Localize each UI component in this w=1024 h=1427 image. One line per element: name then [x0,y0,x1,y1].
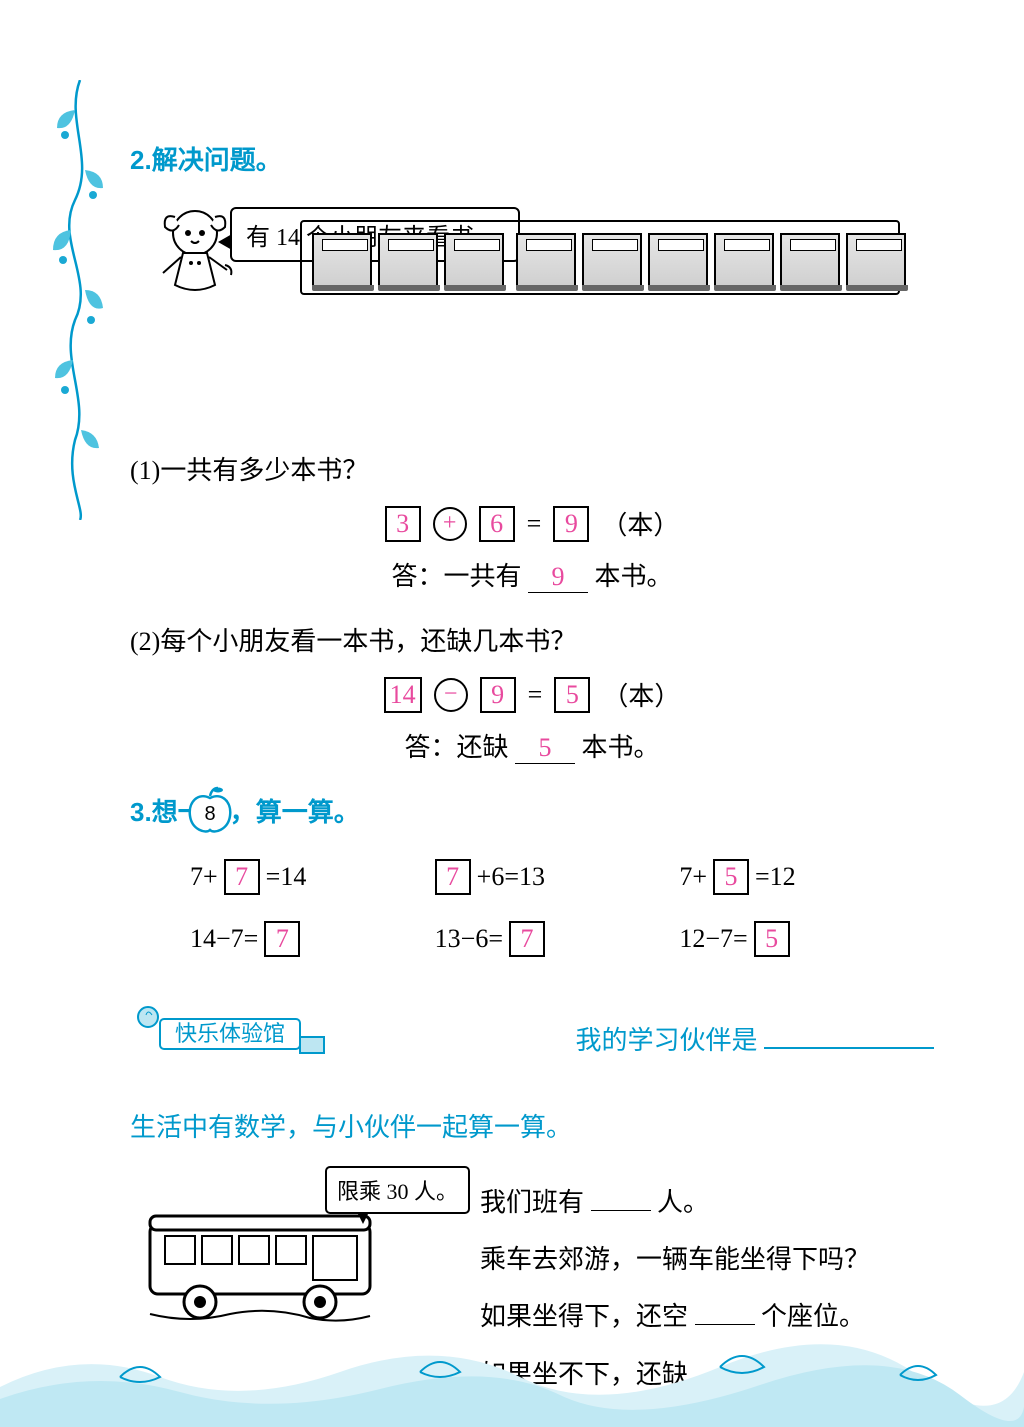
partner-blank[interactable] [764,1047,934,1049]
book [846,233,906,287]
section-3-title: 想一想，算一算。 [152,798,360,827]
book [378,233,438,287]
eq-box[interactable]: 5 [754,921,790,957]
eq-cell: 7 +6=13 [435,859,630,895]
eq-box[interactable]: 7 [509,921,545,957]
q2-operand-b[interactable]: 9 [480,677,516,713]
eq-cell: 7+ 7 =14 [190,859,385,895]
book [444,233,504,287]
q1-result[interactable]: 9 [553,506,589,542]
eq-cell: 12−7= 5 [679,921,874,957]
eq-text: 7+ [679,862,707,892]
q1-answer-line: 答：一共有 9 本书。 [130,556,934,593]
eq-text: +6=13 [477,862,545,892]
eq-cell: 7+ 5 =12 [679,859,874,895]
life-q1: 我们班有 人。 [480,1174,934,1231]
book-group-left [312,233,504,287]
eq-box[interactable]: 5 [713,859,749,895]
section-3-grid: 7+ 7 =14 7 +6=13 7+ 5 =12 14−7= 7 13−6= … [130,859,934,957]
book [516,233,576,287]
eq-text: =14 [266,862,307,892]
q2-equation: 14 − 9 = 5 （本） [130,676,934,713]
book [312,233,372,287]
q2-label: (2)每个小朋友看一本书，还缺几本书？ [130,621,934,658]
eq-text: 7+ [190,862,218,892]
text: 人。 [657,1188,709,1217]
section-2-heading: 2.解决问题。 [130,140,934,177]
girl-illustration [145,195,245,305]
eq-cell: 13−6= 7 [435,921,630,957]
partner-label: 我的学习伙伴是 [575,1026,757,1055]
bus-bubble-text: 限乘 30 人。 [337,1179,458,1204]
book-group-right [516,233,906,287]
text: 我们班有 [480,1188,584,1217]
q1-answer-suffix: 本书。 [595,562,673,591]
section-3-heading: 3.想一想，算一算。 [130,792,934,829]
eq-text: =12 [755,862,796,892]
q1-operand-b[interactable]: 6 [479,506,515,542]
q2-answer-line: 答：还缺 5 本书。 [130,727,934,764]
book [648,233,708,287]
q2-operand-a[interactable]: 14 [384,677,422,713]
q1-operator[interactable]: + [433,507,467,541]
q1-answer-value[interactable]: 9 [528,562,588,593]
fun-banner-decoration: 快乐体验馆 [130,997,330,1057]
eq-cell: 14−7= 7 [190,921,385,957]
fun-banner-row: 快乐体验馆 我的学习伙伴是 [130,997,934,1057]
section-2-number: 2. [130,145,152,175]
wave-footer-decoration [0,1317,1024,1427]
eq-text: 14−7= [190,924,258,954]
eq-text: 12−7= [679,924,747,954]
eq-box[interactable]: 7 [435,859,471,895]
equals: = [528,680,543,710]
q1-equation: 3 + 6 = 9 （本） [130,505,934,542]
q2-answer-value[interactable]: 5 [515,733,575,764]
blank-input[interactable] [591,1210,651,1211]
q1-unit: （本） [601,505,679,542]
vine-decoration [45,80,115,520]
eq-text: 13−6= [435,924,503,954]
svg-text:快乐体验馆: 快乐体验馆 [175,1021,285,1046]
book [780,233,840,287]
apple-badge-icon: 8 [188,786,232,834]
equals: = [527,509,542,539]
q1-operand-a[interactable]: 3 [385,506,421,542]
q2-answer-suffix: 本书。 [582,733,660,762]
worksheet-page: 2.解决问题。 有 14 个小朋友来看书。 (1 [0,0,1024,1427]
eq-box[interactable]: 7 [264,921,300,957]
book [714,233,774,287]
svg-text:8: 8 [204,803,215,825]
q2-answer-prefix: 答：还缺 [404,733,508,762]
section-3-number: 3. [130,797,152,827]
books-shelf [300,220,900,295]
book [582,233,642,287]
partner-line: 我的学习伙伴是 [575,1020,934,1057]
life-math-title: 生活中有数学，与小伙伴一起算一算。 [130,1107,934,1144]
q1-answer-prefix: 答：一共有 [391,562,521,591]
bus-speech-bubble: 限乘 30 人。 [325,1166,470,1214]
q2-operator[interactable]: − [434,678,468,712]
section-2-title: 解决问题。 [152,146,282,175]
eq-box[interactable]: 7 [224,859,260,895]
life-q2: 乘车去郊游，一辆车能坐得下吗？ [480,1231,934,1288]
q1-label: (1)一共有多少本书？ [130,450,934,487]
q2-result[interactable]: 5 [554,677,590,713]
q2-unit: （本） [602,676,680,713]
